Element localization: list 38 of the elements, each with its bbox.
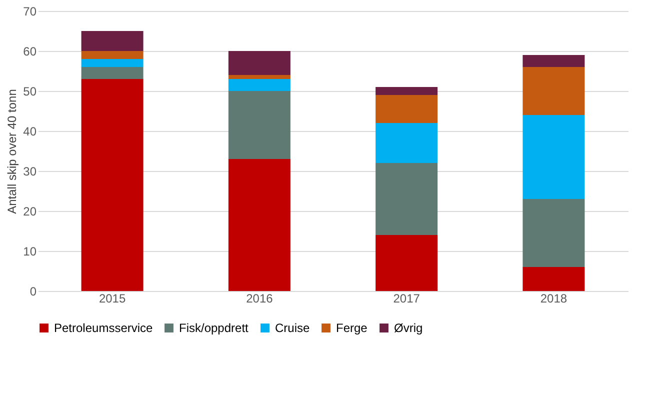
y-tick-label: 50 — [23, 84, 37, 98]
y-tick-label: 70 — [23, 4, 37, 18]
y-tick-label: 40 — [23, 124, 37, 138]
legend-label: Cruise — [275, 321, 310, 335]
bar — [228, 79, 290, 91]
x-tick-label: 2016 — [246, 292, 274, 306]
bar — [228, 159, 290, 291]
legend-label: Fisk/oppdrett — [179, 321, 250, 335]
y-tick-label: 0 — [30, 284, 37, 298]
bar — [522, 67, 585, 115]
bar — [376, 95, 438, 123]
y-tick-label: 10 — [23, 244, 37, 258]
bar — [376, 87, 438, 95]
y-tick-label: 20 — [23, 204, 37, 218]
bar — [376, 235, 438, 291]
bar — [81, 59, 144, 67]
bar — [81, 79, 144, 291]
y-axis-title: Antall skip over 40 tonn — [5, 89, 20, 214]
y-tick-label: 30 — [23, 164, 37, 178]
bar — [376, 123, 438, 163]
y-tick-label: 60 — [23, 44, 37, 58]
bar — [228, 91, 290, 159]
x-tick-label: 2015 — [98, 292, 126, 306]
legend-label: Ferge — [336, 321, 368, 335]
bar — [81, 51, 144, 59]
legend-label: Petroleumsservice — [54, 321, 154, 335]
bar — [522, 199, 585, 267]
legend-label: Øvrig — [394, 321, 423, 335]
x-tick-label: 2018 — [540, 292, 568, 306]
bar — [522, 115, 585, 199]
bar — [81, 31, 144, 51]
x-tick-label: 2017 — [393, 292, 420, 306]
bar — [228, 75, 290, 79]
bar — [522, 267, 585, 291]
bar — [522, 55, 585, 67]
bar — [376, 163, 438, 235]
bar — [228, 51, 290, 75]
bar — [81, 67, 144, 79]
